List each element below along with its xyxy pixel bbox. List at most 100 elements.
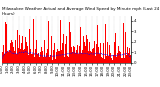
- Bar: [65, 41, 66, 63]
- Bar: [46, 53, 47, 63]
- Bar: [24, 52, 25, 63]
- Bar: [53, 50, 54, 63]
- Bar: [113, 55, 114, 63]
- Bar: [125, 32, 126, 63]
- Bar: [117, 54, 118, 63]
- Bar: [106, 56, 107, 63]
- Bar: [57, 49, 58, 63]
- Bar: [41, 47, 42, 63]
- Bar: [82, 50, 83, 63]
- Bar: [99, 54, 100, 63]
- Bar: [121, 58, 122, 63]
- Bar: [23, 50, 24, 63]
- Bar: [88, 51, 89, 63]
- Bar: [118, 46, 119, 63]
- Bar: [20, 49, 21, 63]
- Bar: [112, 60, 113, 63]
- Bar: [21, 43, 22, 63]
- Bar: [10, 43, 11, 63]
- Bar: [97, 25, 98, 63]
- Bar: [71, 47, 72, 63]
- Bar: [2, 52, 3, 63]
- Bar: [9, 50, 10, 63]
- Bar: [52, 60, 53, 63]
- Bar: [78, 54, 79, 63]
- Bar: [8, 52, 9, 63]
- Bar: [3, 45, 4, 63]
- Bar: [75, 53, 76, 63]
- Bar: [64, 57, 65, 63]
- Bar: [104, 59, 105, 63]
- Bar: [127, 48, 128, 63]
- Bar: [22, 36, 23, 63]
- Bar: [47, 49, 48, 63]
- Bar: [43, 59, 44, 63]
- Bar: [40, 52, 41, 63]
- Bar: [50, 55, 51, 63]
- Bar: [19, 35, 20, 63]
- Bar: [84, 42, 85, 63]
- Bar: [7, 23, 8, 63]
- Bar: [119, 51, 120, 63]
- Bar: [114, 42, 115, 63]
- Bar: [38, 53, 39, 63]
- Bar: [93, 48, 94, 63]
- Bar: [86, 35, 87, 63]
- Bar: [32, 54, 33, 63]
- Bar: [6, 24, 7, 63]
- Bar: [91, 52, 92, 63]
- Bar: [129, 48, 130, 63]
- Bar: [15, 40, 16, 63]
- Bar: [94, 41, 95, 63]
- Bar: [60, 52, 61, 63]
- Bar: [72, 52, 73, 63]
- Bar: [120, 52, 121, 63]
- Bar: [70, 32, 71, 63]
- Bar: [18, 48, 19, 63]
- Bar: [28, 55, 29, 63]
- Bar: [81, 53, 82, 63]
- Bar: [128, 53, 129, 63]
- Bar: [11, 40, 12, 63]
- Bar: [79, 48, 80, 63]
- Bar: [13, 47, 14, 63]
- Bar: [33, 19, 34, 63]
- Bar: [87, 39, 88, 63]
- Bar: [102, 58, 103, 63]
- Bar: [103, 43, 104, 63]
- Bar: [16, 54, 17, 63]
- Bar: [80, 27, 81, 63]
- Bar: [83, 36, 84, 63]
- Bar: [44, 40, 45, 63]
- Bar: [68, 57, 69, 63]
- Bar: [37, 54, 38, 63]
- Bar: [77, 45, 78, 63]
- Bar: [31, 54, 32, 63]
- Bar: [26, 42, 27, 63]
- Bar: [12, 42, 13, 63]
- Bar: [54, 43, 55, 63]
- Bar: [126, 55, 127, 63]
- Bar: [115, 27, 116, 63]
- Bar: [63, 34, 64, 63]
- Bar: [95, 56, 96, 63]
- Bar: [89, 42, 90, 63]
- Bar: [69, 22, 70, 63]
- Bar: [67, 56, 68, 63]
- Bar: [109, 45, 110, 63]
- Bar: [61, 50, 62, 63]
- Bar: [34, 57, 35, 63]
- Bar: [39, 57, 40, 63]
- Bar: [73, 46, 74, 63]
- Bar: [107, 42, 108, 63]
- Bar: [66, 36, 67, 63]
- Bar: [36, 40, 37, 63]
- Text: Milwaukee Weather Actual and Average Wind Speed by Minute mph (Last 24 Hours): Milwaukee Weather Actual and Average Win…: [2, 7, 159, 16]
- Bar: [111, 58, 112, 63]
- Bar: [105, 24, 106, 63]
- Bar: [14, 51, 15, 63]
- Bar: [42, 51, 43, 63]
- Bar: [124, 58, 125, 63]
- Bar: [25, 37, 26, 63]
- Bar: [45, 57, 46, 63]
